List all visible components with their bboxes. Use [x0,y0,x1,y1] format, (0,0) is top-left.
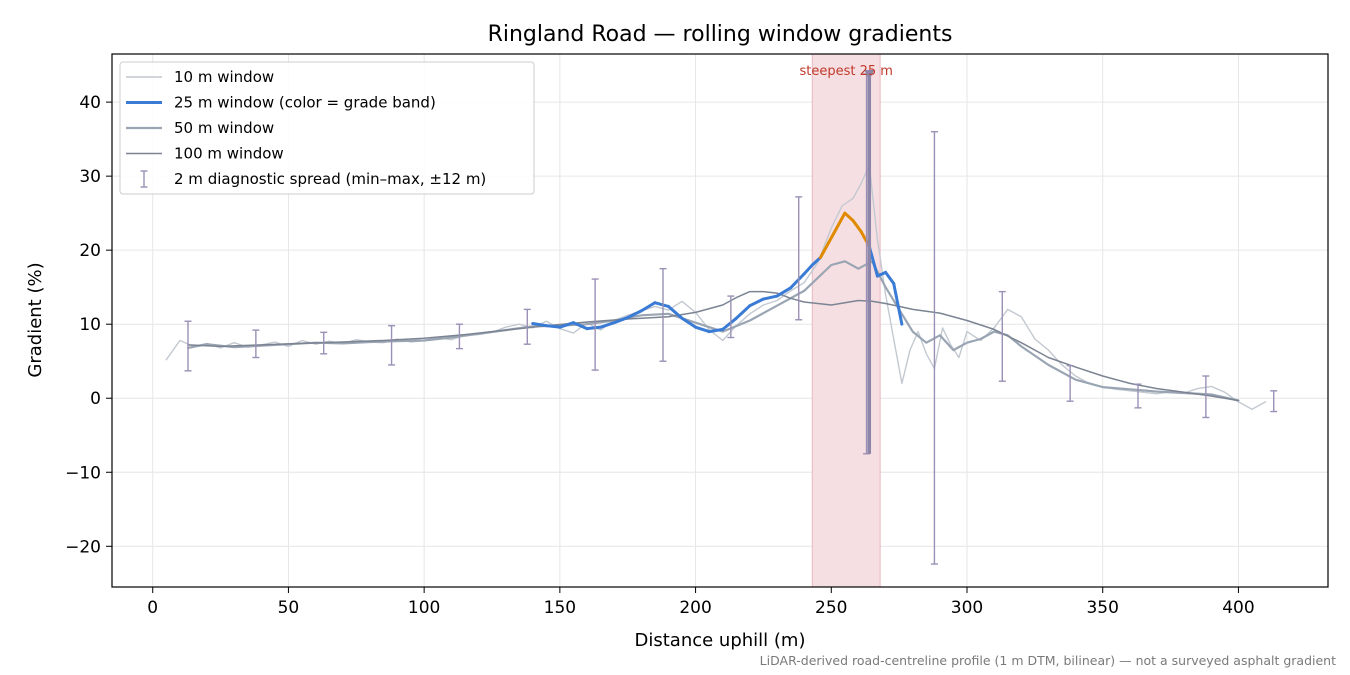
legend-entry-w50: 50 m window [126,119,274,137]
legend-label: 2 m diagnostic spread (min–max, ±12 m) [174,170,486,188]
y-tick-label: −20 [65,537,101,557]
series-25m-segment [827,226,839,245]
series-25m-segment [748,297,765,308]
legend-label: 25 m window (color = grade band) [174,94,436,112]
highlight-label: steepest 25 m [799,64,892,79]
series-25m-segment [734,304,752,320]
y-tick-label: −10 [65,463,101,483]
series-25m-segment [818,241,831,260]
diagnostic-spread-bar [1134,383,1142,409]
series-50m-window-line [186,260,1240,402]
series-25m-segment [558,321,575,329]
x-tick-label: 250 [815,598,847,618]
series-25m-segment [544,324,562,329]
legend-label: 50 m window [174,119,274,137]
diagnostic-spread-bar [1202,375,1210,419]
diagnostic-spread-bar [455,323,463,350]
axis-ticks: 0 50 100 150 200 250 300 350 400 −20 −10 0 10 20 30 40 [65,93,1255,618]
x-tick-label: 400 [1222,598,1254,618]
x-tick-label: 100 [408,598,440,618]
series-25m-segment [585,325,603,331]
y-tick-label: 40 [79,93,101,113]
series-25m-segment [599,321,616,329]
diagnostic-spread-bar [184,320,192,372]
x-axis-label: Distance uphill (m) [635,630,806,651]
series-25m-segment [835,211,847,230]
series-25m-segment [653,301,670,308]
x-tick-label: 300 [951,598,983,618]
x-tick-label: 0 [147,598,158,618]
legend-entry-w100: 100 m window [126,145,284,163]
series-25m-segment [884,270,896,285]
diagnostic-spread-bar [659,267,667,362]
x-tick-label: 350 [1086,598,1118,618]
legend-label: 100 m window [174,145,284,163]
plot-frame [111,53,1329,588]
series-25m-segment [694,325,711,334]
diagnostic-spread-bar [930,131,938,565]
footnote: LiDAR-derived road-centreline profile (1… [760,653,1336,668]
diagnostic-spread-bar [320,331,328,355]
x-tick-label: 150 [544,598,576,618]
diagnostic-spread-bar [1270,390,1278,413]
diagnostic-spread-bar [727,295,735,339]
legend-label: 10 m window [174,68,274,86]
diagnostic-spread-bar [252,329,260,359]
series-25m-segment [531,321,548,328]
diagnostic-spread-bar [591,278,599,371]
series-25m-segment [789,272,806,290]
diagnostic-spread-bar [523,308,531,345]
x-tick-label: 200 [679,598,711,618]
series-25m-segment [775,286,793,298]
series-25m-segment [666,304,684,320]
series-25m-segment [892,281,904,326]
series-layer [165,164,1267,410]
diagnostic-spread-bar [1066,364,1074,402]
series-25m-segment [612,316,630,325]
legend-entry-w10: 10 m window [126,68,274,86]
legend-box [119,61,535,195]
diagnostic-spread-bar [388,324,396,366]
series-25m-segment [626,309,643,320]
series-25m-window-line [531,211,904,334]
series-25m-segment [802,263,814,276]
series-25m-segment [639,301,657,313]
y-tick-label: 20 [79,241,101,261]
x-tick-label: 50 [278,598,300,618]
series-25m-segment [851,219,863,234]
series-25m-segment [810,256,822,267]
series-25m-segment [761,294,779,301]
steepest-marker-triangle [864,69,875,80]
diagnostic-spread-bar [998,290,1006,382]
diagnostic-spread-bar [795,196,803,321]
y-tick-label: 30 [79,167,101,187]
steepest-marker-layer [864,69,875,454]
legend-entry-diag: 2 m diagnostic spread (min–max, ±12 m) [140,170,486,188]
legend: 10 m window 25 m window (color = grade ba… [119,61,535,195]
series-25m-segment [721,316,738,331]
y-tick-label: 10 [79,315,101,335]
series-25m-segment [707,327,725,334]
series-100m-window-line [187,290,1240,402]
series-25m-segment [843,211,855,223]
legend-entry-w25: 25 m window (color = grade band) [126,94,436,112]
y-axis-label: Gradient (%) [25,262,46,377]
chart-title: Ringland Road — rolling window gradients [488,22,953,47]
series-25m-segment [571,321,589,331]
y-tick-label: 0 [90,389,101,409]
diagnostic-spread-layer [184,73,1278,565]
series-25m-segment [680,316,698,329]
